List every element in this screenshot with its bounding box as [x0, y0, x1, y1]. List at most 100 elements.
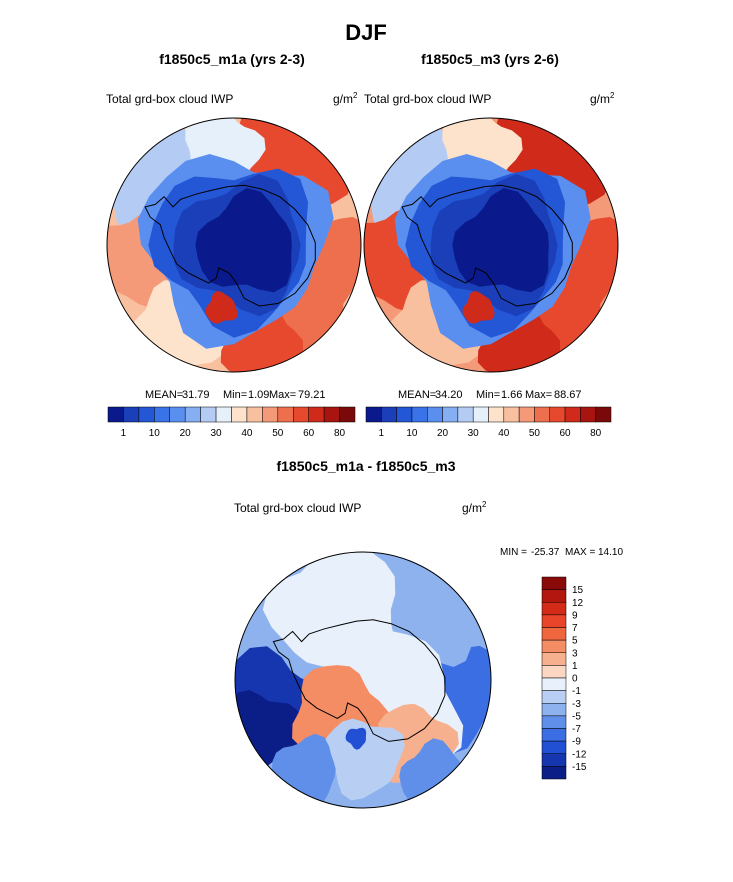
colorbar-tick-label: 1 [121, 428, 127, 439]
panel-3-colorbar: 15 129 7 53 1 0-1 -3-5 -7 -9-12 -15 [541, 576, 587, 780]
colorbar-swatch [541, 728, 567, 742]
panel-3-variable-label: Total grd-box cloud IWP [234, 501, 361, 515]
colorbar-tick-label: 3 [572, 648, 578, 659]
panel-1-min-value: 1.09 [248, 389, 269, 401]
panel-1: f1850c5_m1a (yrs 2-3) Total grd-box clou… [106, 51, 362, 439]
map-field [107, 118, 361, 372]
panel-2-min-label: Min= [476, 389, 500, 401]
colorbar-swatch [123, 406, 140, 423]
colorbar-swatch [169, 406, 186, 423]
colorbar-swatch [396, 406, 413, 423]
panel-1-max-value: 79.21 [298, 389, 326, 401]
colorbar-tick-label: 60 [303, 428, 315, 439]
colorbar-tick-label: -3 [572, 699, 581, 710]
panel-3-stats: MIN = -25.37 MAX = 14.10 [500, 547, 623, 558]
colorbar-swatch [215, 406, 232, 423]
colorbar-tick-label: 15 [572, 585, 584, 596]
antarctica-coastline [144, 184, 316, 307]
colorbar-tick-label: 20 [180, 428, 192, 439]
panel-3-units: g/m2 [462, 500, 487, 515]
panel-1-title: f1850c5_m1a (yrs 2-3) [159, 51, 305, 67]
antarctica-coastline [272, 619, 446, 742]
field-contour [452, 188, 549, 293]
colorbar-swatch [580, 406, 596, 423]
antarctica-coastline [401, 184, 573, 307]
panel-3-min-value: -25.37 [531, 547, 560, 558]
panel-2-min-value: 1.66 [501, 389, 522, 401]
colorbar-swatch [518, 406, 535, 423]
colorbar-swatch [564, 406, 581, 423]
panel-1-mean-label: MEAN= [145, 389, 183, 401]
colorbar-swatch [541, 614, 567, 628]
colorbar-swatch [411, 406, 428, 423]
colorbar-tick-label: 60 [560, 428, 572, 439]
map-field [364, 118, 618, 372]
field-contour [195, 188, 292, 293]
field-contour [462, 291, 495, 324]
panel-3-min-label: MIN = [500, 547, 527, 558]
colorbar-swatch [549, 406, 566, 423]
map-boundary [234, 551, 492, 809]
colorbar-tick-label: 50 [272, 428, 284, 439]
colorbar-swatch [534, 406, 550, 423]
colorbar-swatch [308, 406, 325, 423]
colorbar-swatch [442, 406, 459, 423]
colorbar-tick-label: 5 [572, 636, 578, 647]
colorbar-tick-label: 20 [437, 428, 449, 439]
panel-1-min-label: Min= [223, 389, 247, 401]
colorbar-tick-label: 40 [498, 428, 510, 439]
panel-1-colorbar: 1 10 20 30 40 50 60 80 [107, 406, 356, 439]
colorbar-swatch [541, 703, 567, 717]
panel-2-colorbar: 1 10 20 30 40 50 60 80 [365, 406, 612, 439]
colorbar-swatch [138, 406, 155, 423]
colorbar-swatch [541, 627, 567, 641]
panel-3-max-label: MAX = [565, 547, 595, 558]
colorbar-tick-label: -1 [572, 686, 581, 697]
colorbar-tick-label: 7 [572, 623, 578, 634]
colorbar-tick-label: 50 [529, 428, 541, 439]
colorbar-swatch [541, 740, 567, 754]
field-contour [345, 727, 367, 750]
panel-2-map [363, 117, 619, 373]
colorbar-swatch [277, 406, 294, 423]
colorbar-swatch [293, 406, 309, 423]
panel-3-max-value: 14.10 [598, 547, 623, 558]
colorbar-swatch [231, 406, 248, 423]
panel-2-mean-label: MEAN= [398, 389, 436, 401]
panel-2-variable-label: Total grd-box cloud IWP [364, 92, 491, 106]
colorbar-tick-label: 80 [334, 428, 346, 439]
colorbar-tick-label: 80 [590, 428, 602, 439]
panel-1-variable-label: Total grd-box cloud IWP [106, 92, 233, 106]
colorbar-swatch [154, 406, 170, 423]
colorbar-swatch [541, 602, 567, 616]
panel-3-title: f1850c5_m1a - f1850c5_m3 [276, 458, 455, 474]
map-boundary [106, 117, 362, 373]
colorbar-swatch [541, 652, 567, 666]
panel-1-stats: MEAN= 31.79 Min= 1.09 Max= 79.21 [145, 389, 326, 401]
colorbar-swatch [107, 406, 124, 423]
colorbar-tick-label: -15 [572, 762, 587, 773]
panel-1-max-label: Max= [269, 389, 296, 401]
field-contour [205, 291, 238, 324]
colorbar-swatch [472, 406, 489, 423]
colorbar-swatch [246, 406, 263, 423]
panel-2-stats: MEAN= 34.20 Min= 1.66 Max= 88.67 [398, 389, 582, 401]
panel-2-units: g/m2 [590, 91, 615, 106]
colorbar-tick-label: 0 [572, 674, 578, 685]
colorbar-tick-label: 30 [468, 428, 480, 439]
colorbar-swatch [541, 715, 567, 729]
colorbar-swatch [541, 677, 567, 691]
colorbar-swatch [595, 406, 612, 423]
panel-1-mean-value: 31.79 [182, 389, 210, 401]
colorbar-swatch [184, 406, 201, 423]
colorbar-swatch [488, 406, 505, 423]
colorbar-swatch [365, 406, 382, 423]
colorbar-tick-label: 30 [211, 428, 223, 439]
colorbar-swatch [503, 406, 520, 423]
panel-2: f1850c5_m3 (yrs 2-6) Total grd-box cloud… [363, 51, 619, 439]
colorbar-swatch [541, 753, 567, 767]
map-boundary [363, 117, 619, 373]
colorbar-swatch [457, 406, 474, 423]
colorbar-swatch [262, 406, 279, 423]
